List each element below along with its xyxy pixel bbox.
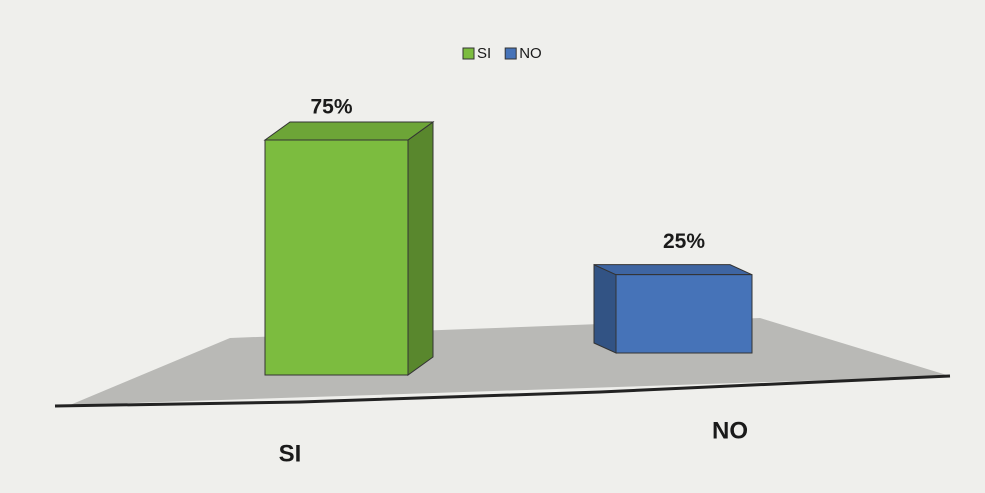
bar-top [263, 121, 435, 141]
floor-edge [54, 374, 951, 408]
legend-label: SI [477, 45, 491, 62]
x-tick-label: SI [279, 440, 302, 467]
bar-top [593, 264, 753, 276]
x-tick-label: NO [712, 417, 748, 444]
legend-swatch [504, 47, 517, 60]
data-label: 25% [663, 230, 705, 253]
legend-label: NO [519, 45, 542, 62]
bar-side [593, 263, 617, 354]
legend-swatch [462, 47, 475, 60]
bar [615, 274, 753, 354]
bar [264, 139, 409, 376]
bar-side [407, 121, 434, 376]
data-label: 75% [310, 96, 352, 119]
